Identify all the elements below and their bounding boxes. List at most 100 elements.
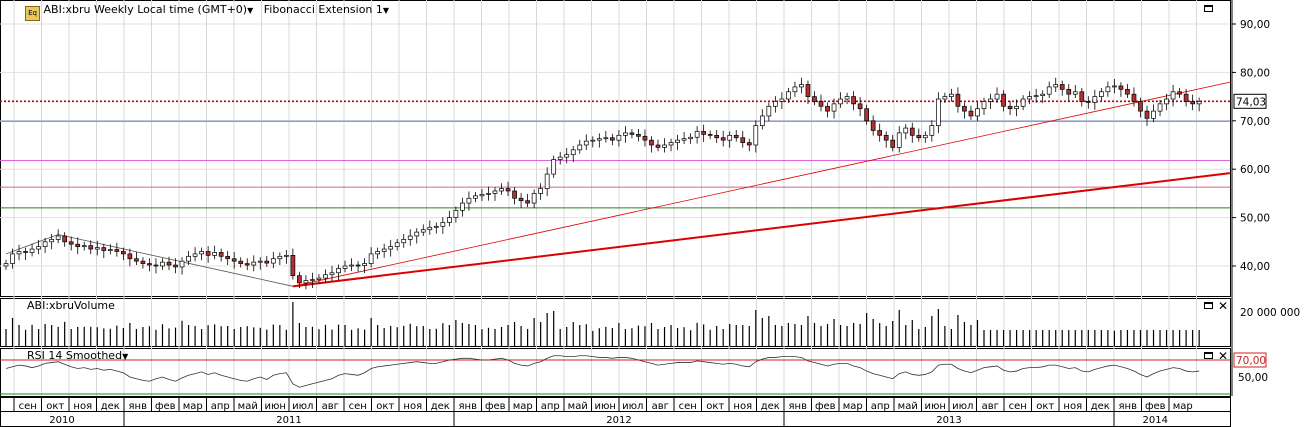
- candle-body: [310, 279, 315, 281]
- candle-body: [577, 144, 583, 151]
- candle-body: [1157, 103, 1163, 112]
- trend-line-thin: [292, 81, 1231, 287]
- candle-body: [636, 134, 641, 137]
- candle-body: [492, 190, 498, 194]
- candle-body: [238, 260, 244, 264]
- month-label: фев: [1145, 401, 1166, 412]
- candle-body: [896, 132, 902, 148]
- candle-body: [375, 251, 380, 255]
- candle-body: [16, 251, 22, 255]
- candle-body: [916, 134, 922, 139]
- candle-body: [381, 248, 387, 252]
- symbol-label[interactable]: ABI:xbru Weekly Local time (GMT+0): [43, 3, 248, 16]
- candle-body: [694, 131, 700, 138]
- candle-body: [623, 132, 628, 136]
- candle-body: [759, 115, 765, 126]
- rsi-dropdown-icon[interactable]: ▼: [122, 352, 129, 361]
- year-label: 2013: [936, 415, 961, 426]
- volume-close-icon[interactable]: ✕: [1218, 299, 1229, 313]
- study-dropdown-icon[interactable]: ▼: [382, 6, 390, 15]
- candle-body: [603, 137, 609, 140]
- candle-body: [590, 139, 596, 142]
- month-label: авг: [982, 401, 999, 412]
- candle-body: [36, 246, 41, 250]
- candle-body: [186, 255, 191, 262]
- candle-body: [205, 251, 211, 256]
- candle-body: [55, 235, 61, 240]
- candle-body: [909, 127, 915, 136]
- rsi-line: [5, 355, 1200, 388]
- volume-maximize-icon[interactable]: [1204, 302, 1213, 309]
- candle-body: [10, 253, 15, 264]
- candle-body: [75, 243, 81, 247]
- candle-body: [1105, 86, 1111, 93]
- candle-body: [23, 251, 28, 253]
- candle-body: [134, 258, 139, 262]
- candle-body: [988, 98, 993, 102]
- candle-body: [1053, 84, 1059, 88]
- candle-body: [512, 190, 517, 199]
- symbol-dropdown-icon[interactable]: ▼: [247, 6, 254, 15]
- month-label: авг: [652, 401, 669, 412]
- candle-body: [942, 96, 948, 100]
- month-label: дек: [101, 401, 120, 412]
- month-label: апр: [211, 401, 230, 412]
- month-label: мар: [843, 401, 863, 412]
- candle-body: [1190, 101, 1195, 105]
- candle-body: [681, 138, 687, 141]
- year-label: 2010: [49, 415, 74, 426]
- candle-body: [1170, 91, 1176, 100]
- candle-body: [1138, 101, 1143, 112]
- rsi-header[interactable]: RSI 14 Smoothed▼: [27, 349, 128, 362]
- month-label: ноя: [73, 401, 92, 412]
- candle-body: [864, 108, 869, 122]
- candle-body: [147, 263, 152, 266]
- candle-body: [433, 225, 439, 228]
- rsi-maximize-icon[interactable]: [1204, 352, 1213, 359]
- candle-body: [440, 222, 446, 227]
- symbol-header[interactable]: Eq ABI:xbru Weekly Local time (GMT+0)▼ F…: [25, 3, 389, 21]
- candle-body: [1007, 105, 1013, 110]
- candle-body: [303, 280, 309, 284]
- last-price-box: [1233, 93, 1267, 109]
- month-label: сен: [349, 401, 367, 412]
- price-maximize-icon[interactable]: [1204, 5, 1213, 12]
- candle-body: [336, 268, 341, 274]
- year-label: 2014: [1143, 415, 1168, 426]
- month-label: окт: [46, 401, 64, 412]
- candle-body: [851, 96, 856, 105]
- candle-body: [362, 263, 367, 266]
- month-label: сен: [679, 401, 697, 412]
- candle-body: [394, 242, 400, 247]
- candle-body: [701, 131, 706, 135]
- candle-body: [218, 252, 224, 257]
- candle-body: [570, 149, 576, 156]
- candle-body: [407, 235, 413, 240]
- candle-body: [949, 93, 954, 97]
- study-label[interactable]: Fibonacci Extension 1: [263, 3, 383, 16]
- candle-body: [786, 91, 791, 100]
- month-label: окт: [706, 401, 724, 412]
- candle-body: [342, 265, 348, 269]
- rsi-close-icon[interactable]: ✕: [1218, 349, 1229, 363]
- grid-lines: [0, 0, 1231, 397]
- candle-body: [642, 135, 648, 141]
- candle-body: [557, 156, 563, 160]
- symbol-icon[interactable]: Eq: [25, 6, 40, 21]
- candle-body: [81, 245, 87, 248]
- candle-body: [212, 252, 217, 256]
- candle-body: [153, 264, 159, 267]
- month-label: ноя: [733, 401, 752, 412]
- candle-body: [981, 101, 987, 110]
- candle-body: [870, 120, 876, 131]
- rsi-label[interactable]: RSI 14 Smoothed: [27, 349, 123, 362]
- candle-body: [414, 231, 420, 237]
- candle-body: [486, 193, 491, 195]
- month-label: янв: [459, 401, 478, 412]
- volume-label: ABI:xbruVolume: [27, 299, 115, 312]
- candle-body: [1001, 93, 1006, 107]
- volume-panel[interactable]: [5, 302, 1200, 346]
- candle-body: [766, 105, 772, 117]
- price-panel[interactable]: [0, 77, 1231, 290]
- rsi-panel[interactable]: [0, 355, 1230, 395]
